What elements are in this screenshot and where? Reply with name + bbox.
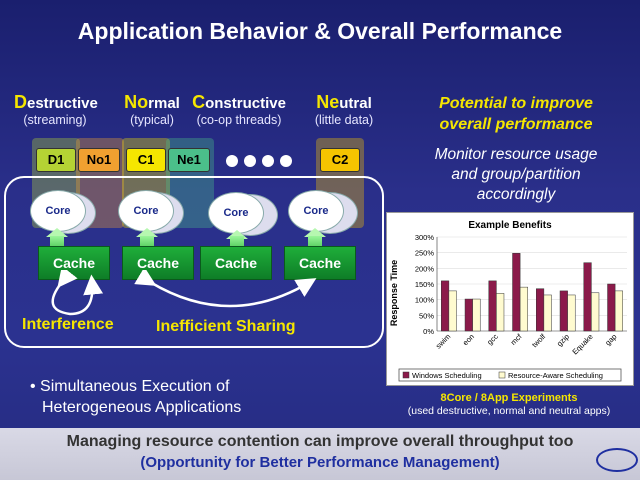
- category-rest: estructive: [27, 95, 98, 112]
- y-tick-label: 300%: [415, 233, 435, 242]
- ellipsis-dot: [280, 155, 292, 167]
- slide-title: Application Behavior & Overall Performan…: [77, 18, 563, 44]
- bullet-icon: •: [30, 378, 41, 395]
- category-rest: rmal: [148, 95, 180, 112]
- core-4: Core: [288, 190, 344, 232]
- legend-windows: Windows Scheduling: [412, 371, 482, 380]
- core-2: Core: [118, 190, 174, 232]
- category-sub: (streaming): [23, 113, 87, 127]
- footer-line-2: (Opportunity for Better Performance Mana…: [140, 454, 500, 471]
- y-tick-label: 100%: [415, 296, 435, 305]
- arrow-up-icon: [226, 230, 248, 239]
- x-tick-label: mcf: [509, 331, 525, 347]
- interference-arrow: [51, 270, 104, 316]
- bar-resource-eon: [472, 298, 481, 332]
- legend-swatch-windows: [402, 371, 410, 379]
- app-box-ne1: Ne1: [168, 148, 210, 172]
- category-rest: onstructive: [205, 95, 286, 112]
- x-tick-label: gcc: [485, 332, 500, 347]
- bar-resource-gap: [614, 290, 623, 332]
- category-initial: No: [124, 92, 149, 112]
- y-tick-label: 0%: [423, 327, 434, 336]
- x-tick-label: twolf: [530, 331, 548, 349]
- x-tick-label: Equake: [570, 332, 594, 356]
- category-neutral: Neutral (little data): [300, 92, 388, 127]
- category-initial: C: [192, 92, 206, 112]
- category-sub: (typical): [130, 113, 174, 127]
- core-1: Core: [30, 190, 86, 232]
- x-tick-label: swim: [434, 332, 452, 350]
- bar-windows-gap: [607, 283, 616, 332]
- y-tick-label: 200%: [415, 264, 435, 273]
- monitor-line-3: accordingly: [476, 186, 556, 203]
- core-3: Core: [208, 192, 264, 234]
- bar-resource-twolf: [543, 294, 552, 332]
- x-tick-label: gap: [603, 332, 618, 347]
- bar-resource-swim: [448, 290, 457, 332]
- chart-title: Example Benefits: [468, 220, 552, 231]
- category-constructive: Constructive (co-op threads): [186, 92, 292, 127]
- experiments-subtitle: (used destructive, normal and neutral ap…: [407, 405, 611, 417]
- y-tick-label: 150%: [415, 280, 435, 289]
- y-tick-label: 250%: [415, 249, 435, 258]
- potential-line-1: Potential to improve: [439, 95, 593, 112]
- bar-windows-eon: [464, 298, 473, 332]
- bar-resource-gzip: [567, 294, 576, 332]
- experiments-title: 8Core / 8App Experiments: [440, 392, 578, 404]
- bar-windows-gcc: [488, 280, 497, 332]
- ellipsis-dot: [226, 155, 238, 167]
- benefits-chart: Example Benefits Response Time 0% 50% 100%…: [386, 212, 634, 386]
- footer-bar: [0, 428, 640, 480]
- category-sub: (little data): [314, 113, 374, 127]
- inefficient-sharing-label: Inefficient Sharing: [156, 318, 296, 335]
- bullet-point: • Simultaneous Execution of Heterogeneou…: [30, 376, 241, 418]
- ellipsis-dot: [244, 155, 256, 167]
- app-box-c1: C1: [126, 148, 166, 172]
- arrow-up-icon: [136, 228, 158, 237]
- app-box-no1: No1: [78, 148, 120, 172]
- bullet-line-2: Heterogeneous Applications: [42, 399, 242, 416]
- chart-svg: Example Benefits Response Time 0% 50% 100%…: [389, 220, 627, 382]
- ellipsis-dot: [262, 155, 274, 167]
- footer-line-1: Managing resource contention can improve…: [66, 433, 574, 450]
- chart-ylabel: Response Time: [389, 260, 399, 326]
- app-box-c2: C2: [320, 148, 360, 172]
- bar-windows-twolf: [536, 288, 545, 332]
- bar-windows-swim: [441, 280, 450, 332]
- sharing-arrow: [134, 270, 317, 308]
- category-destructive: Destructive (streaming): [14, 92, 98, 127]
- bar-resource-gcc: [496, 293, 505, 332]
- bullet-line-1: Simultaneous Execution of: [40, 378, 230, 395]
- x-tick-label: gzip: [555, 332, 571, 348]
- bar-windows-equake: [583, 262, 592, 332]
- app-box-d1: D1: [36, 148, 76, 172]
- category-sub: (co-op threads): [196, 113, 282, 127]
- category-initial: Ne: [316, 92, 340, 112]
- bar-resource-mcf: [519, 286, 528, 332]
- y-tick-label: 50%: [419, 311, 434, 320]
- logo-icon: [596, 448, 638, 472]
- interference-label: Interference: [22, 316, 114, 333]
- legend-swatch-resource: [498, 371, 506, 379]
- legend-resource: Resource-Aware Scheduling: [508, 371, 603, 380]
- arrow-up-icon: [46, 228, 68, 237]
- bar-windows-mcf: [512, 253, 521, 332]
- chart-legend: [398, 368, 622, 382]
- category-rest: utral: [339, 95, 372, 112]
- monitor-line-2: and group/partition: [451, 166, 581, 183]
- potential-line-2: overall performance: [439, 116, 593, 133]
- category-initial: D: [14, 92, 27, 112]
- monitor-text: Monitor resource usage and group/partiti…: [396, 145, 636, 205]
- arrow-up-icon: [304, 228, 326, 237]
- x-tick-label: eon: [461, 332, 476, 347]
- bar-windows-gzip: [559, 290, 568, 332]
- cpu-container: [4, 176, 384, 348]
- bar-resource-equake: [591, 292, 600, 332]
- monitor-line-1: Monitor resource usage: [434, 146, 598, 163]
- interaction-arrows: [51, 270, 317, 316]
- potential-heading: Potential to improve overall performance: [396, 93, 636, 135]
- category-normal: Normal (typical): [112, 92, 192, 127]
